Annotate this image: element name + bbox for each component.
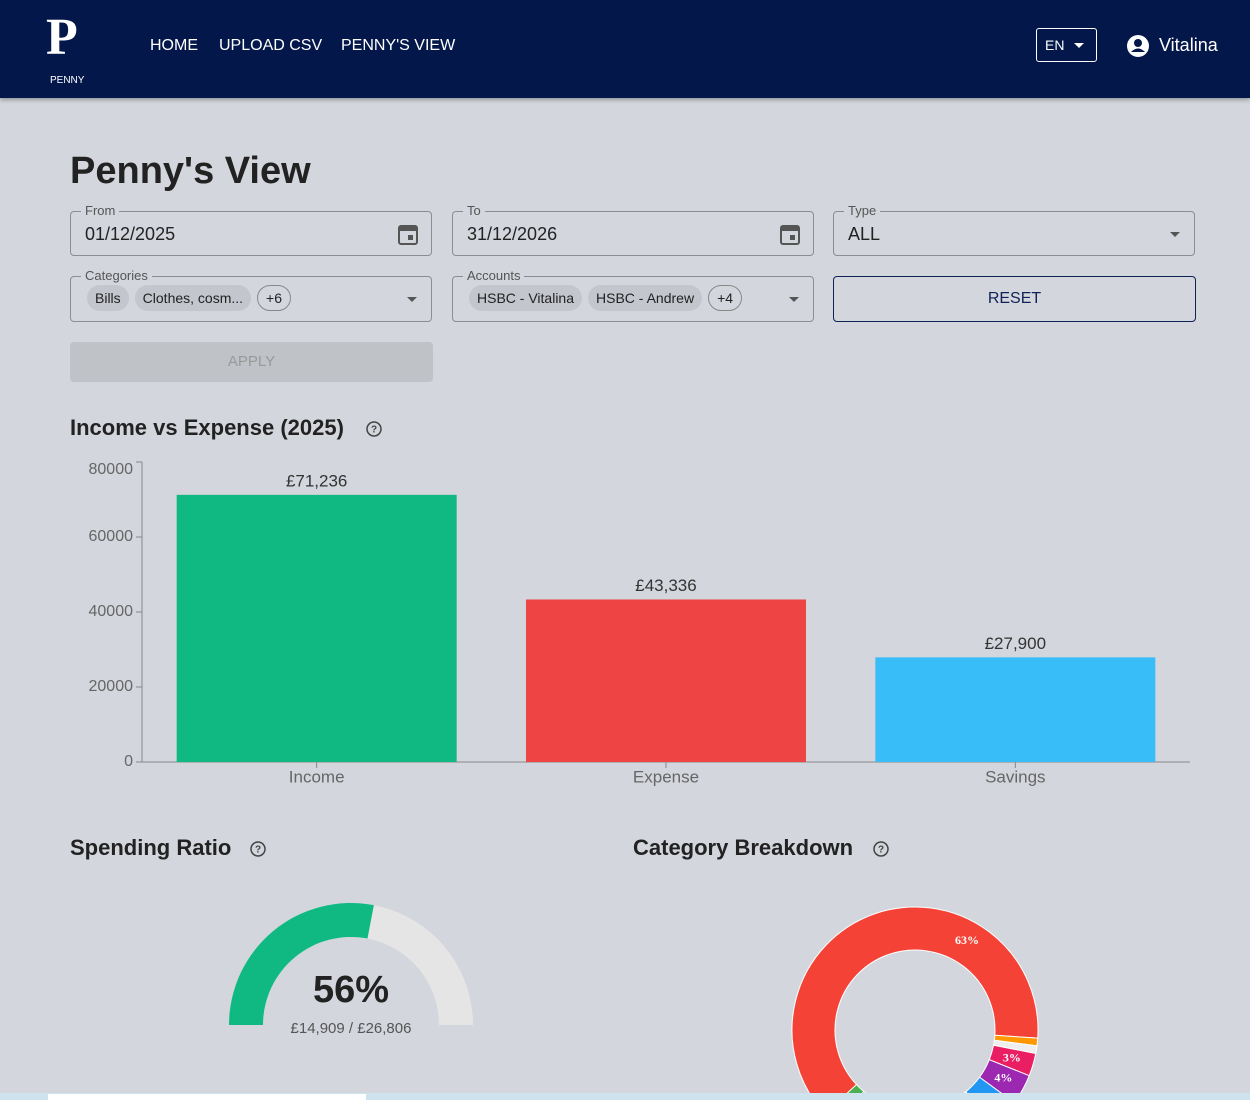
- help-icon-mark: ?: [255, 845, 261, 856]
- chip-more[interactable]: +6: [257, 285, 292, 311]
- chip[interactable]: HSBC - Vitalina: [469, 285, 583, 311]
- gauge-value: 56%: [313, 969, 389, 1011]
- help-icon[interactable]: [366, 421, 382, 437]
- value-label: £71,236: [286, 471, 347, 490]
- chart-title: Category Breakdown: [633, 835, 853, 860]
- help-icon[interactable]: [250, 841, 266, 857]
- help-icon[interactable]: [873, 841, 889, 857]
- user-name[interactable]: Vitalina: [1159, 35, 1218, 55]
- y-tick-label: 60000: [89, 528, 134, 545]
- slice-label: 63%: [955, 933, 979, 947]
- reset-button[interactable]: RESET: [833, 276, 1196, 322]
- field-label: Categories: [81, 268, 152, 283]
- logo-caption: PENNY: [50, 75, 85, 86]
- slice-label: 4%: [994, 1071, 1012, 1085]
- accounts-field[interactable]: Accounts HSBC - Vitalina HSBC - Andrew +4: [452, 268, 814, 322]
- value-label: £27,900: [985, 634, 1046, 653]
- type-field[interactable]: Type ALL: [833, 203, 1195, 256]
- y-tick-label: 80000: [89, 461, 134, 478]
- to-field[interactable]: To 31/12/2026: [452, 203, 814, 256]
- y-tick-label: 0: [124, 753, 133, 770]
- bottom-strip: [0, 1093, 1250, 1100]
- slice-label: 3%: [1003, 1050, 1021, 1064]
- bottom-panel: [48, 1094, 366, 1100]
- chip[interactable]: HSBC - Andrew: [588, 285, 703, 311]
- logo[interactable]: P: [46, 9, 78, 66]
- x-tick-label: Expense: [633, 767, 699, 786]
- from-field[interactable]: From 01/12/2025: [70, 203, 432, 256]
- value-label: £43,336: [635, 576, 696, 595]
- header: P PENNY HOME UPLOAD CSV PENNY'S VIEW EN …: [0, 0, 1250, 98]
- bar: [526, 599, 806, 762]
- language: EN: [1045, 37, 1065, 53]
- help-icon-mark: ?: [371, 425, 377, 436]
- chip[interactable]: Bills: [87, 285, 129, 311]
- x-tick-label: Income: [289, 767, 345, 786]
- categories-field[interactable]: Categories Bills Clothes, cosm... +6: [70, 268, 432, 322]
- help-icon-mark: ?: [878, 845, 884, 856]
- chip-more[interactable]: +4: [708, 285, 743, 311]
- gauge-fill: [229, 903, 374, 1025]
- field-value: ALL: [848, 224, 881, 244]
- field-label: From: [81, 203, 120, 218]
- field-label: To: [463, 203, 485, 218]
- field-label: Accounts: [463, 268, 525, 283]
- field-value: 01/12/2025: [85, 224, 176, 244]
- chart-title: Income vs Expense (2025): [70, 415, 344, 440]
- nav-link[interactable]: PENNY'S VIEW: [341, 37, 456, 54]
- chip[interactable]: Clothes, cosm...: [134, 285, 252, 311]
- language-select[interactable]: EN: [1036, 28, 1097, 62]
- bar: [176, 494, 457, 762]
- nav-link[interactable]: HOME: [150, 37, 198, 54]
- nav-link[interactable]: UPLOAD CSV: [219, 37, 323, 54]
- page-title: Penny's View: [70, 150, 311, 192]
- pie-slice: [791, 906, 1039, 1100]
- apply-button[interactable]: APPLY: [70, 342, 433, 382]
- field-label: Type: [844, 203, 881, 218]
- bar: [875, 657, 1156, 762]
- y-tick-label: 20000: [89, 678, 134, 695]
- gauge-detail: £14,909 / £26,806: [291, 1020, 412, 1037]
- field-value: 31/12/2026: [467, 224, 558, 244]
- user-icon[interactable]: [1126, 34, 1150, 58]
- chart-title: Spending Ratio: [70, 835, 231, 860]
- x-tick-label: Savings: [985, 767, 1045, 786]
- y-tick-label: 40000: [89, 603, 134, 620]
